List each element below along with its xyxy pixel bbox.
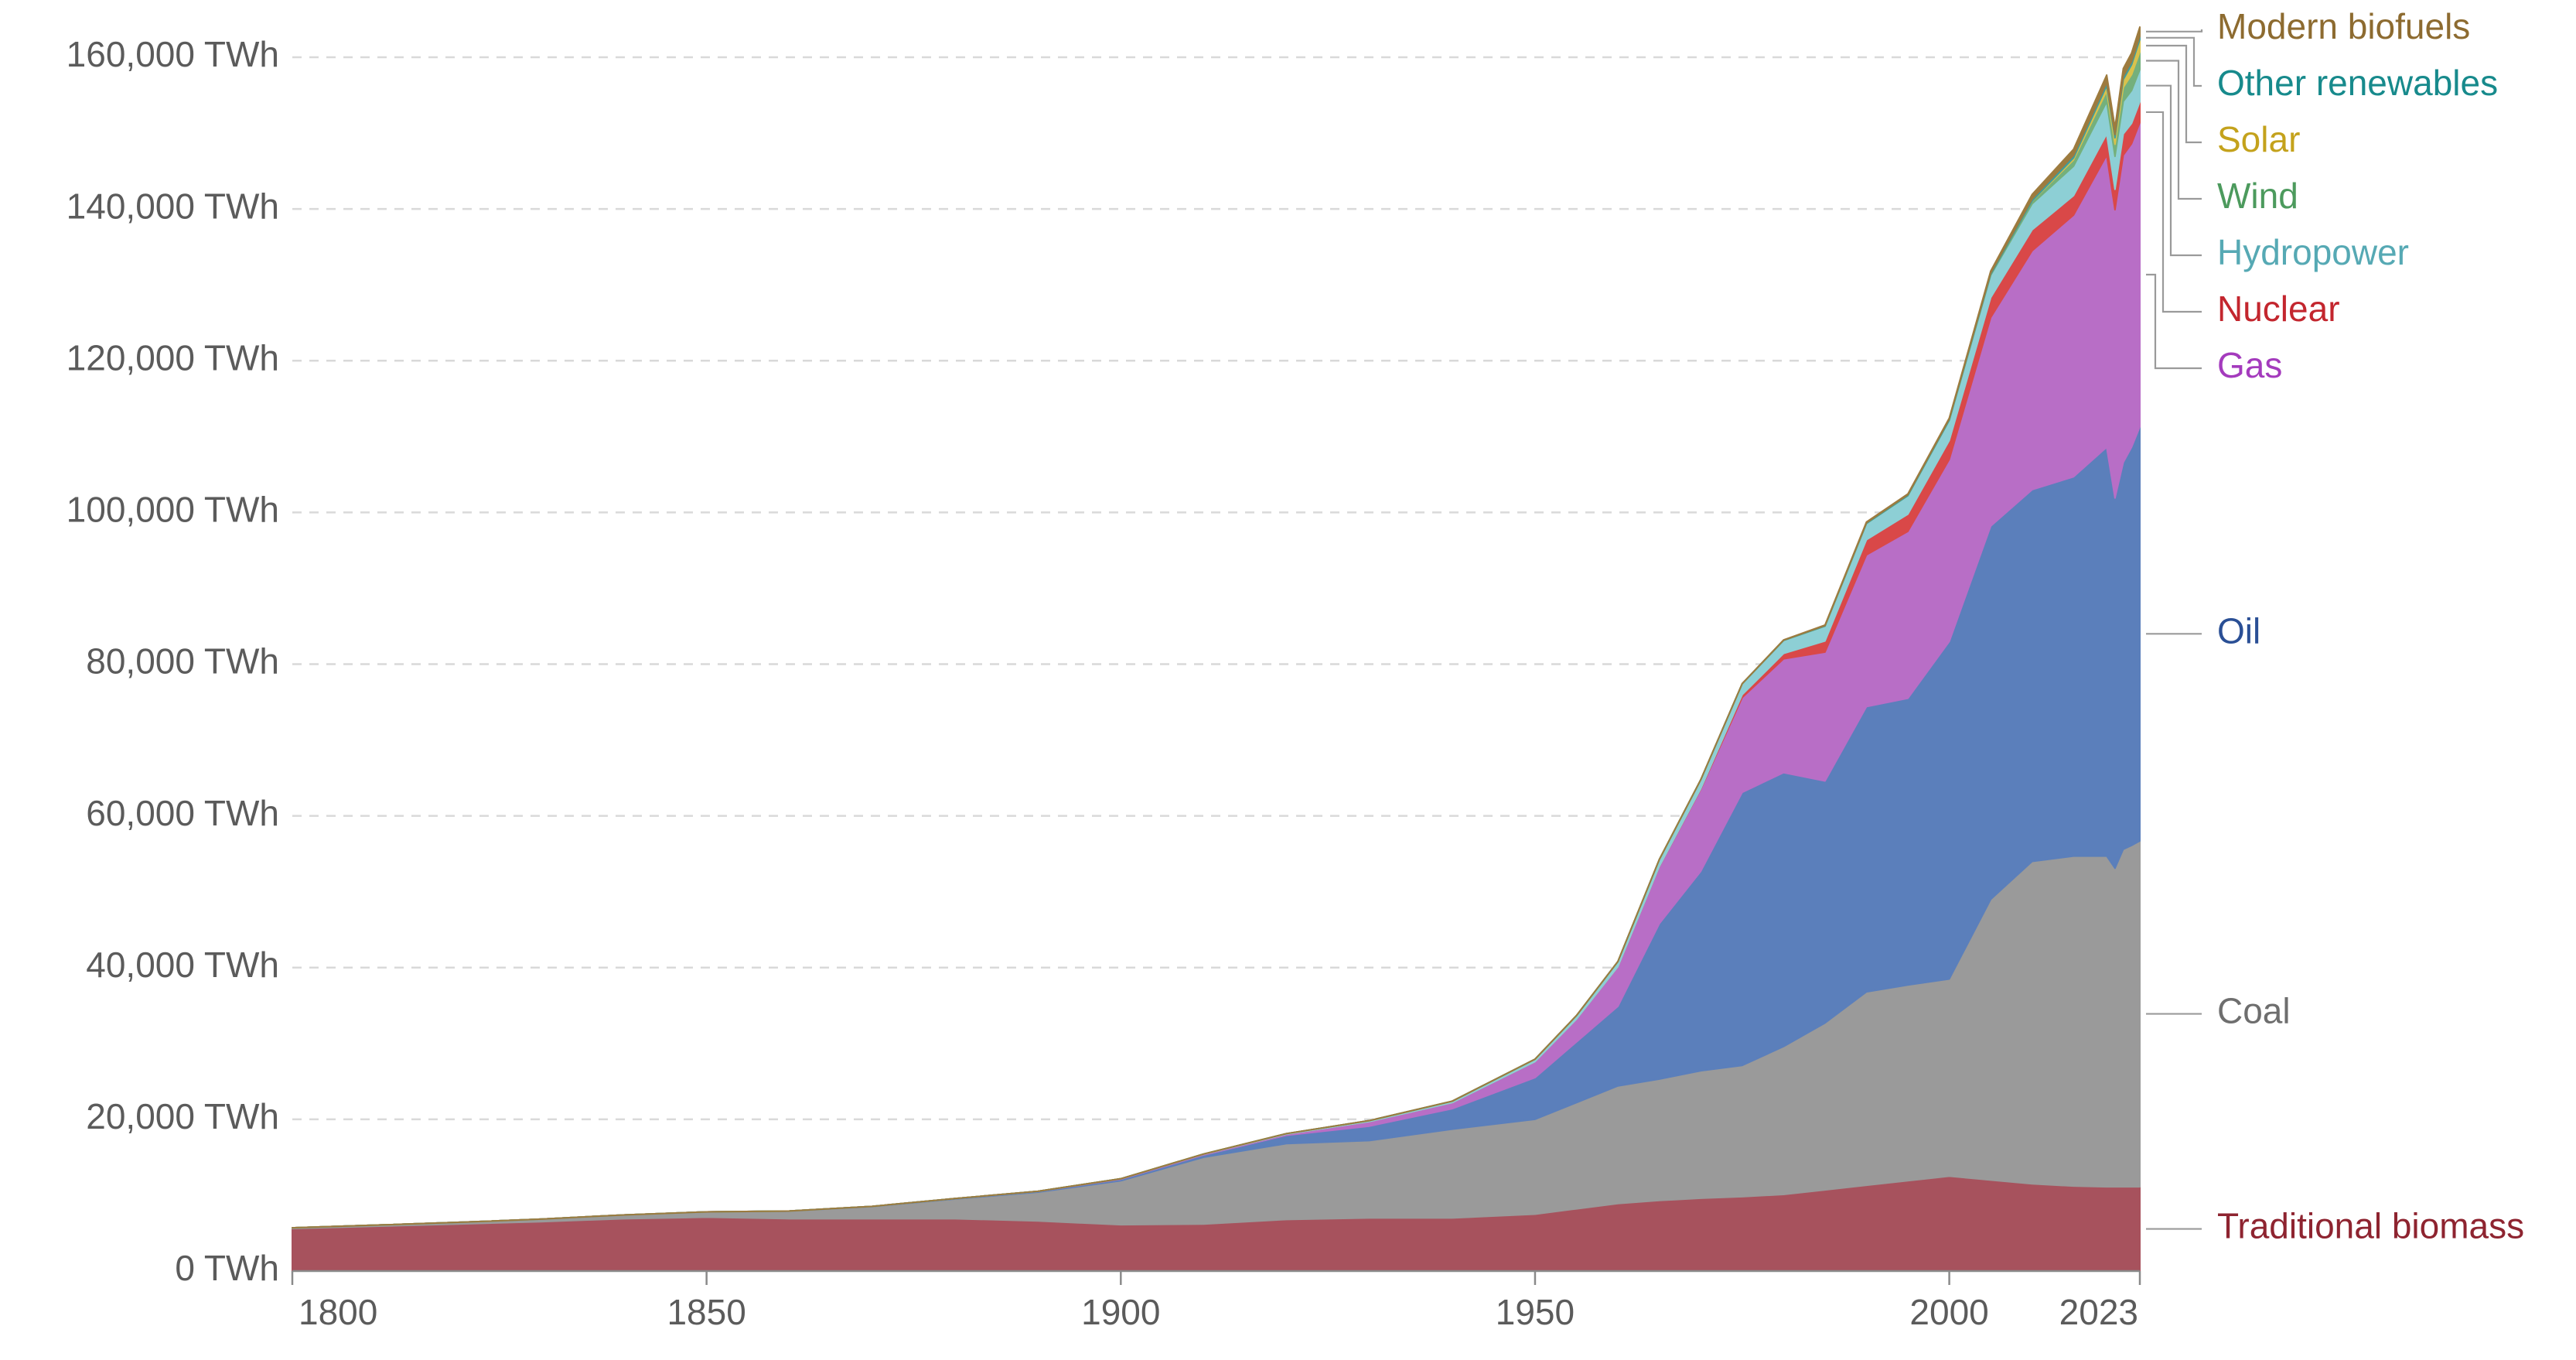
legend-label: Solar — [2217, 119, 2300, 159]
y-tick-label: 60,000 TWh — [86, 793, 279, 833]
x-tick-label: 2000 — [1909, 1292, 1988, 1332]
x-tick-label: 1950 — [1496, 1292, 1575, 1332]
y-tick-label: 120,000 TWh — [67, 337, 279, 378]
legend-label: Other renewables — [2217, 63, 2498, 103]
legend-label: Wind — [2217, 176, 2298, 216]
legend-label: Modern biofuels — [2217, 6, 2470, 46]
legend-connector — [2146, 44, 2202, 144]
legend-connector — [2146, 111, 2202, 313]
legend-label: Hydropower — [2217, 232, 2409, 272]
y-tick-label: 160,000 TWh — [67, 34, 279, 74]
x-tick-label: 1800 — [299, 1292, 377, 1332]
y-tick-label: 80,000 TWh — [86, 641, 279, 682]
y-tick-label: 140,000 TWh — [67, 186, 279, 226]
legend-label: Gas — [2217, 345, 2282, 385]
legend-connector — [2146, 273, 2202, 370]
x-tick-label: 1900 — [1081, 1292, 1160, 1332]
x-tick-label: 1850 — [667, 1292, 746, 1332]
legend-connector — [2146, 84, 2202, 257]
legend-label: Oil — [2217, 610, 2260, 651]
x-tick-label: 2023 — [2059, 1292, 2138, 1332]
y-tick-label: 40,000 TWh — [86, 945, 279, 985]
y-tick-label: 100,000 TWh — [67, 490, 279, 530]
legend-connector — [2146, 29, 2203, 32]
legend-connector — [2146, 60, 2202, 200]
legend-label: Coal — [2217, 991, 2291, 1031]
legend-label: Nuclear — [2217, 289, 2340, 329]
area — [292, 26, 2141, 1229]
legend-connector — [2146, 36, 2202, 87]
legend-label: Traditional biomass — [2217, 1206, 2524, 1246]
y-tick-label: 0 TWh — [175, 1248, 279, 1288]
y-tick-label: 20,000 TWh — [86, 1096, 279, 1136]
